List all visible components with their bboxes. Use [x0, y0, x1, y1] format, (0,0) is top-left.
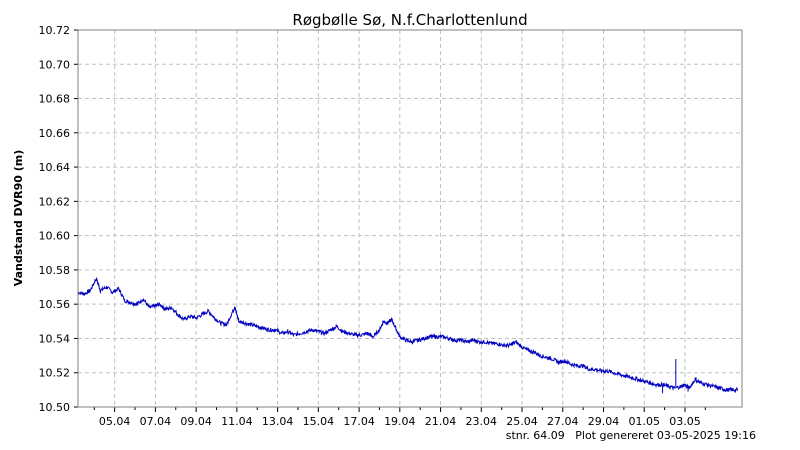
plot-frame — [77, 29, 743, 408]
y-tick-label: 10.56 — [39, 298, 71, 311]
y-tick-label: 10.64 — [39, 161, 71, 174]
x-tick-label: 09.04 — [180, 415, 212, 428]
x-tick-label: 05.04 — [99, 415, 131, 428]
x-tick-label: 29.04 — [588, 415, 620, 428]
x-tick-label: 21.04 — [425, 415, 457, 428]
x-tick-label: 11.04 — [221, 415, 253, 428]
x-tick-label: 17.04 — [343, 415, 375, 428]
x-tick-label: 15.04 — [303, 415, 335, 428]
series-group — [77, 277, 739, 394]
y-tick-label: 10.62 — [39, 195, 71, 208]
x-tick-label: 19.04 — [384, 415, 416, 428]
y-tick-label: 10.72 — [39, 24, 71, 37]
series-line — [77, 277, 739, 393]
y-axis-ticks: 10.50 10.52 10.54 10.56 10.58 10.60 10.62 10.64… — [39, 24, 78, 414]
y-tick-label: 10.58 — [39, 264, 71, 277]
y-tick-label: 10.50 — [39, 401, 71, 414]
chart-title: Røgbølle Sø, N.f.Charlottenlund — [292, 11, 527, 29]
x-tick-label: 27.04 — [547, 415, 579, 428]
y-tick-label: 10.70 — [39, 58, 71, 71]
x-tick-label: 07.04 — [140, 415, 172, 428]
y-axis-label: Vandstand DVR90 (m) — [12, 150, 25, 287]
y-tick-label: 10.66 — [39, 127, 71, 140]
x-tick-label: 23.04 — [466, 415, 498, 428]
footer-text: stnr. 64.09 Plot genereret 03-05-2025 19… — [506, 429, 756, 442]
y-tick-label: 10.54 — [39, 332, 71, 345]
x-tick-label: 03.05 — [669, 415, 701, 428]
x-tick-label: 13.04 — [262, 415, 294, 428]
x-tick-label: 25.04 — [506, 415, 538, 428]
x-tick-label: 01.05 — [628, 415, 660, 428]
y-tick-label: 10.60 — [39, 230, 71, 243]
x-axis-ticks: 05.04 07.04 09.04 11.04 13.04 15.04 17.04 19.04… — [93, 407, 706, 428]
y-tick-label: 10.68 — [39, 93, 71, 106]
y-tick-label: 10.52 — [39, 367, 71, 380]
